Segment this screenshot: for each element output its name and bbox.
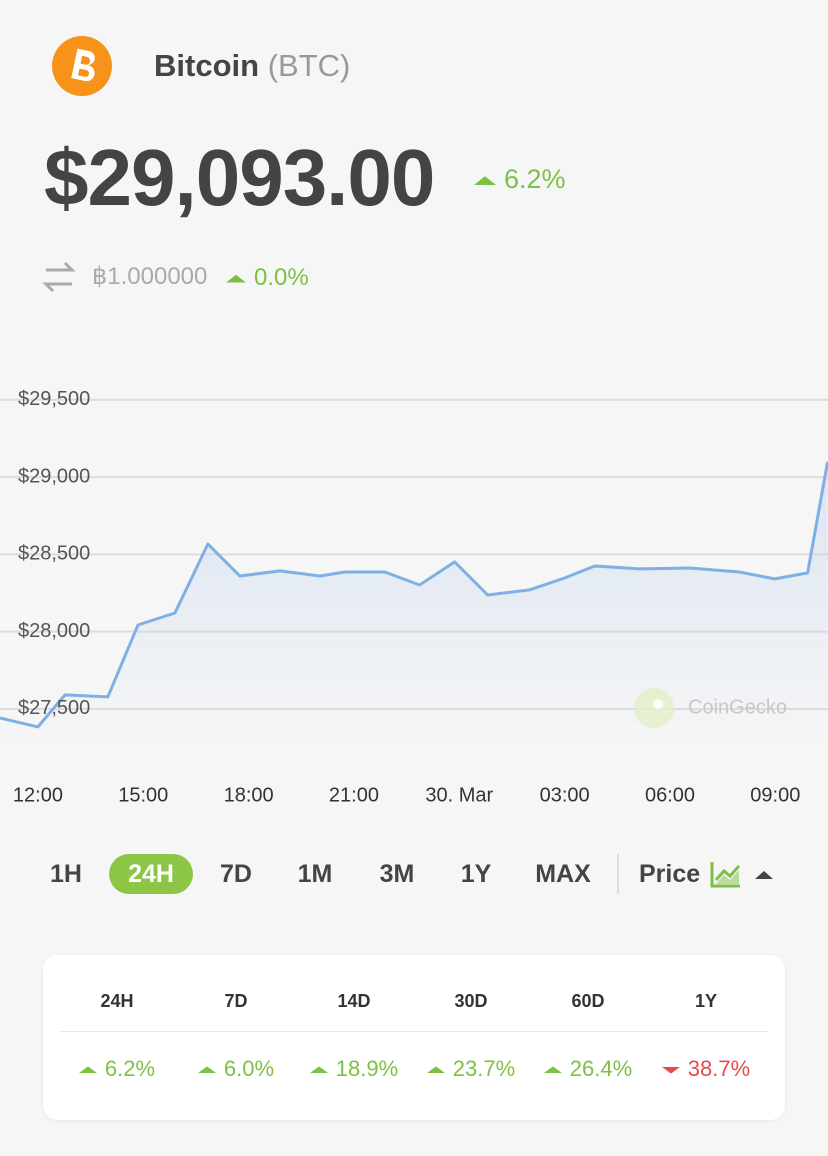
card-divider [60,1031,768,1032]
watermark-logo [634,688,674,728]
btc-price: ฿1.000000 [92,263,208,290]
range-button[interactable]: 1H [50,860,82,888]
coin-name-text: Bitcoin [154,48,260,83]
table-value: 26.4% [528,1056,648,1082]
x-tick-label: 15:00 [118,784,168,806]
table-value-text: 6.2% [104,1056,156,1081]
table-header: 60D [571,991,605,1011]
arrow-icon [226,274,246,283]
price-line [0,461,828,729]
x-tick-label: 21:00 [329,784,379,806]
range-button[interactable]: 3M [379,860,415,888]
table-header: 1Y [694,991,718,1011]
btc-change: 0.0% [226,264,309,292]
arrow-icon [543,1066,562,1074]
y-tick-label: $29,000 [18,465,90,487]
range-button[interactable]: 7D [220,860,252,888]
area [0,461,828,748]
price-change: 6.2% [474,164,566,195]
range-buttons: 1H 24H 7D 1M 3M 1Y MAX Price [0,850,828,900]
arrow-icon [197,1066,216,1074]
range-button[interactable]: 1M [297,860,333,888]
table-value: 6.2% [57,1056,177,1082]
table-header: 14D [337,991,371,1011]
table-value-text: 6.0% [223,1056,275,1081]
table-value-text: 26.4% [569,1056,633,1081]
mode-icons [710,862,773,888]
arrow-icon [309,1066,328,1074]
divider [617,854,619,894]
x-tick-label: 18:00 [224,784,274,806]
y-tick-label: $28,000 [18,620,90,642]
changes-card: 24H 6.2% 7D 6.0% 14D 18.9% 30D 23.7% 60D 26.4% 1Y 3… [43,955,785,1120]
x-tick-label: 03:00 [540,784,590,806]
mode-selector[interactable]: Price [639,860,701,888]
watermark-logo-eye [653,699,663,709]
y-tick-label: $27,500 [18,697,90,719]
header-icons [42,36,112,293]
x-tick-label: 30. Mar [425,784,493,806]
chart: $27,500 $28,000 $28,500 $29,000 $29,500 12:00… [0,388,828,806]
table-header: 30D [454,991,488,1011]
table-value: 38.7% [646,1056,766,1082]
range-button[interactable]: MAX [535,860,591,888]
table-header: 7D [224,991,248,1011]
table-value: 6.0% [176,1056,296,1082]
arrow-icon [474,176,496,185]
swap-icon [42,261,76,293]
btc-change-text: 0.0% [254,264,309,291]
table-value-text: 23.7% [452,1056,516,1081]
y-tick-label: $28,500 [18,543,90,565]
x-tick-label: 12:00 [13,784,63,806]
x-tick-label: 09:00 [750,784,800,806]
table-value: 18.9% [294,1056,414,1082]
watermark: CoinGecko [688,696,787,718]
table-value: 23.7% [411,1056,531,1082]
coin-symbol: (BTC) [267,48,351,83]
y-tick-label: $29,500 [18,388,90,410]
arrow-icon [426,1066,445,1074]
table-value-text: 18.9% [335,1056,399,1081]
range-button[interactable]: 1Y [460,860,492,888]
price-change-text: 6.2% [504,164,566,194]
coin-icon-glyph [71,48,95,82]
table-value-text: 38.7% [687,1056,751,1081]
arrow-icon [661,1067,680,1074]
range-button[interactable]: 24H [109,854,193,894]
arrow-icon [78,1066,97,1074]
price: $29,093.00 [44,133,435,222]
table-header: 24H [100,991,134,1011]
x-tick-label: 06:00 [645,784,695,806]
coin-name: Bitcoin (BTC) [154,48,350,84]
